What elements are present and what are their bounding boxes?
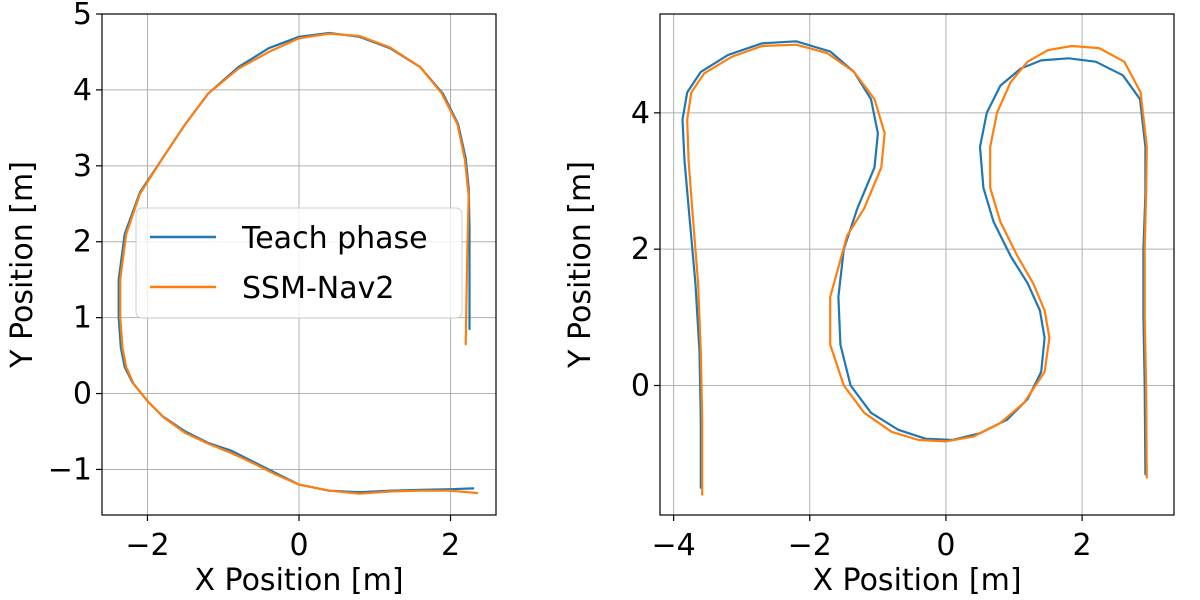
x-tick-label-1: 0 xyxy=(289,528,308,563)
axes-frame xyxy=(659,13,1175,516)
y-tick-label-0: 0 xyxy=(631,368,650,403)
y-tick-label-5: 4 xyxy=(73,73,92,108)
y-axis-label: Y Position [m] xyxy=(5,161,40,369)
series-line-0 xyxy=(681,40,1147,489)
y-tick-label-3: 2 xyxy=(73,225,92,260)
x-tick-label-2: 0 xyxy=(936,528,955,563)
chart-left: −2 0 2 −1 0 1 2 3 4 5 X Position [m] Y Position [m]… xyxy=(5,0,497,598)
y-tick-label-0: −1 xyxy=(48,452,92,487)
y-tick-label-6: 5 xyxy=(73,0,92,32)
x-tick-label-0: −2 xyxy=(125,528,169,563)
y-tick-label-2: 4 xyxy=(631,96,650,131)
grid xyxy=(660,14,1174,515)
x-axis-label: X Position [m] xyxy=(812,563,1021,598)
x-tick-label-0: −4 xyxy=(651,528,695,563)
legend-box xyxy=(135,207,463,319)
legend-label-1: SSM-Nav2 xyxy=(242,271,394,306)
series-line-1 xyxy=(119,32,479,495)
x-tick-label-3: 2 xyxy=(1073,528,1092,563)
y-axis-label: Y Position [m] xyxy=(563,161,598,369)
y-tick-label-2: 1 xyxy=(73,301,92,336)
x-axis-label: X Position [m] xyxy=(194,563,403,598)
chart-right: −4 −2 0 2 0 2 4 X Position [m] Y Position [m] xyxy=(563,13,1175,598)
y-tick-label-4: 3 xyxy=(73,149,92,184)
y-tick-label-1: 2 xyxy=(631,232,650,267)
x-tick-label-2: 2 xyxy=(441,528,460,563)
series-line-1 xyxy=(686,43,1148,496)
legend-label-0: Teach phase xyxy=(241,221,428,256)
y-tick-label-1: 0 xyxy=(73,377,92,412)
x-tick-label-1: −2 xyxy=(788,528,832,563)
legend: Teach phase SSM-Nav2 xyxy=(135,207,463,319)
